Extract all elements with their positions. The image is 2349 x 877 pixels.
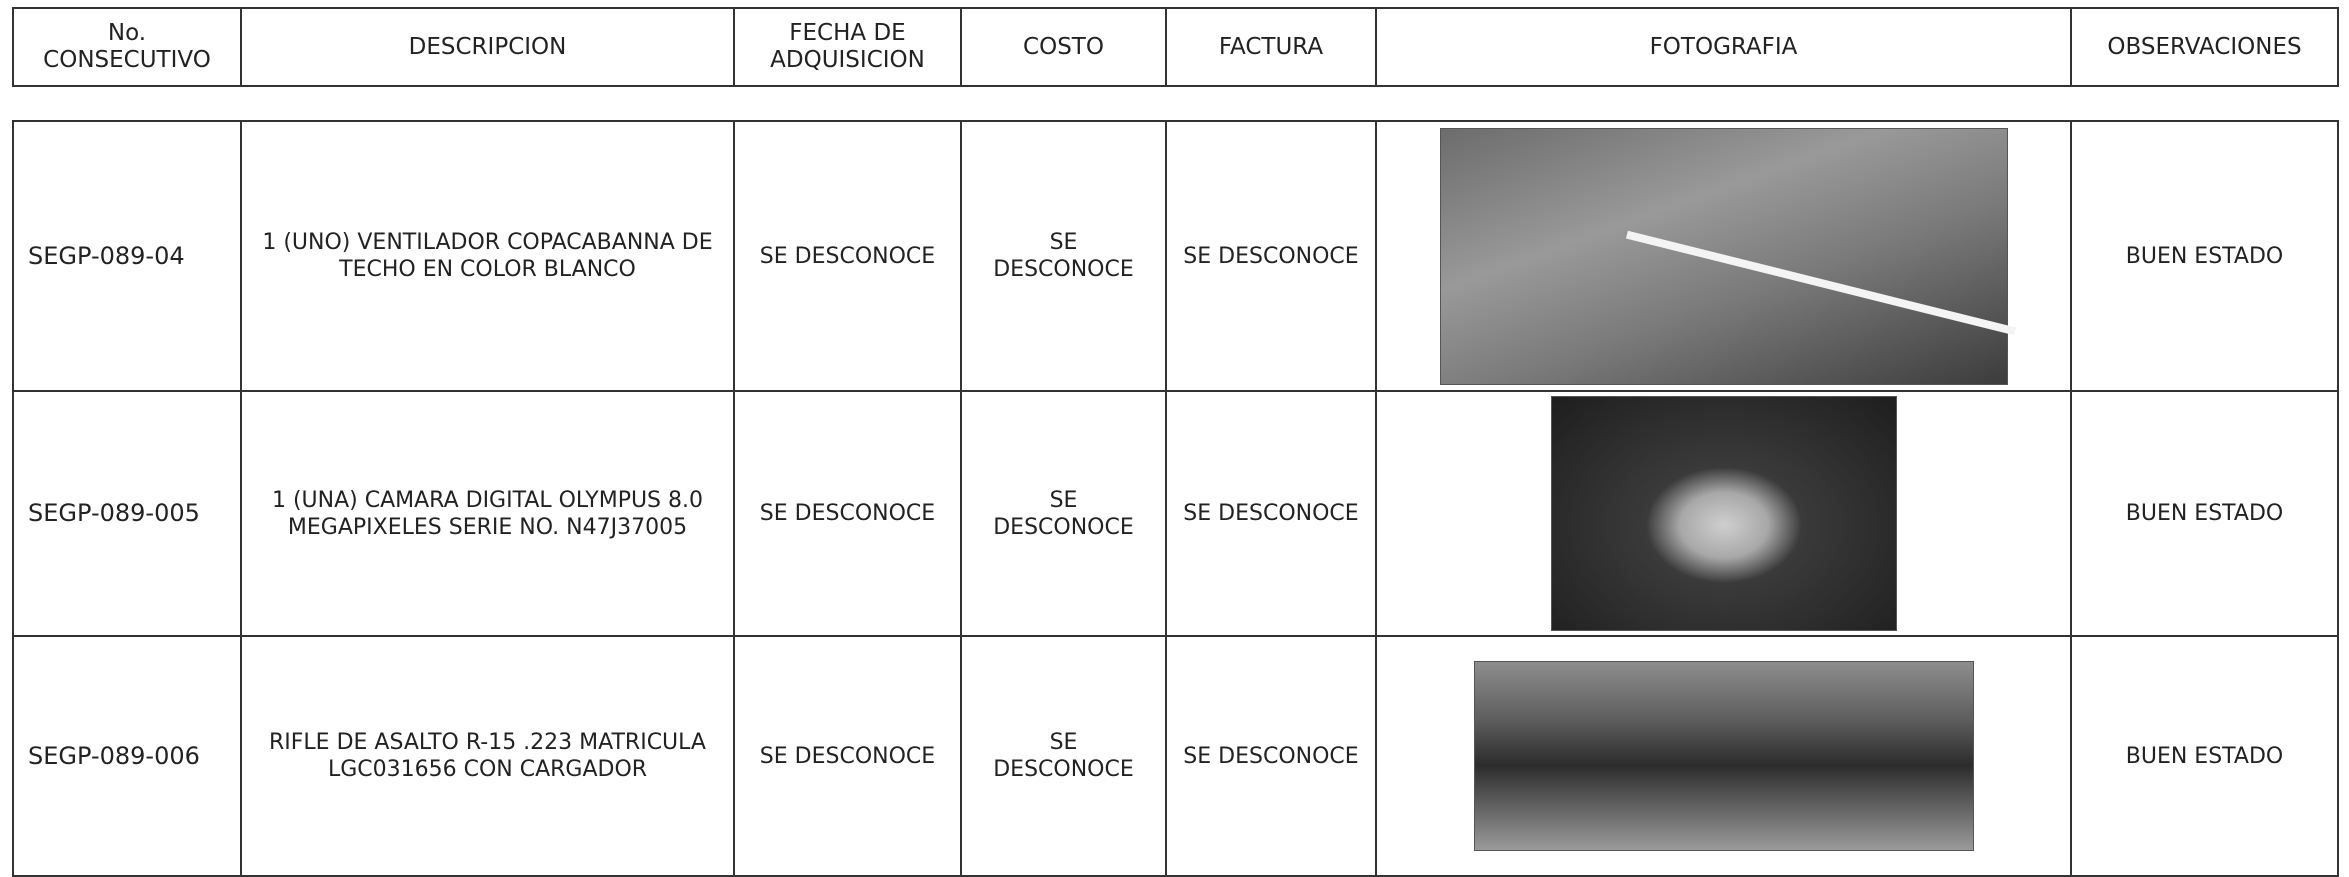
cell: SE DESCONOCE	[733, 635, 962, 877]
cell: SEGP-089-04	[12, 120, 242, 392]
header-table: No. CONSECUTIVO DESCRIPCION FECHA DE ADQUI…	[12, 7, 2339, 87]
cell: SE DESCONOCE	[960, 120, 1167, 392]
cell: SE DESCONOCE	[960, 635, 1167, 877]
cell: SE DESCONOCE	[1165, 635, 1377, 877]
photo-cell	[1375, 120, 2072, 392]
cell: SE DESCONOCE	[733, 390, 962, 637]
header-cell: FOTOGRAFIA	[1375, 7, 2072, 87]
header-cell: DESCRIPCION	[240, 7, 735, 87]
header-row: No. CONSECUTIVO DESCRIPCION FECHA DE ADQUI…	[12, 7, 2339, 87]
header-cell: FECHA DE ADQUISICION	[733, 7, 962, 87]
photo	[1550, 396, 1897, 631]
header-cell: COSTO	[960, 7, 1167, 87]
row: SEGP-089-04 1 (UNO) VENTILADOR COPACABANN…	[12, 120, 2339, 392]
photo-cell	[1375, 390, 2072, 637]
cell: RIFLE DE ASALTO R-15 .223 MATRICULA LGC0…	[240, 635, 735, 877]
cell: SE DESCONOCE	[1165, 120, 1377, 392]
cell: 1 (UNA) CAMARA DIGITAL OLYMPUS 8.0 MEGAP…	[240, 390, 735, 637]
cell: BUEN ESTADO	[2070, 390, 2339, 637]
header-cell: No. CONSECUTIVO	[12, 7, 242, 87]
photo	[1473, 661, 1974, 851]
cell: BUEN ESTADO	[2070, 635, 2339, 877]
row: SEGP-089-006 RIFLE DE ASALTO R-15 .223 MA…	[12, 635, 2339, 877]
cell: SE DESCONOCE	[960, 390, 1167, 637]
photo	[1439, 127, 2008, 385]
cell: BUEN ESTADO	[2070, 120, 2339, 392]
cell: SEGP-089-005	[12, 390, 242, 637]
photo-cell	[1375, 635, 2072, 877]
header-cell: FACTURA	[1165, 7, 1377, 87]
cell: SE DESCONOCE	[733, 120, 962, 392]
row: SEGP-089-005 1 (UNA) CAMARA DIGITAL OLYMP…	[12, 390, 2339, 637]
cell: 1 (UNO) VENTILADOR COPACABANNA DE TECHO …	[240, 120, 735, 392]
header-cell: OBSERVACIONES	[2070, 7, 2339, 87]
cell: SEGP-089-006	[12, 635, 242, 877]
inventory-table: SEGP-089-04 1 (UNO) VENTILADOR COPACABANN…	[12, 120, 2339, 877]
cell: SE DESCONOCE	[1165, 390, 1377, 637]
